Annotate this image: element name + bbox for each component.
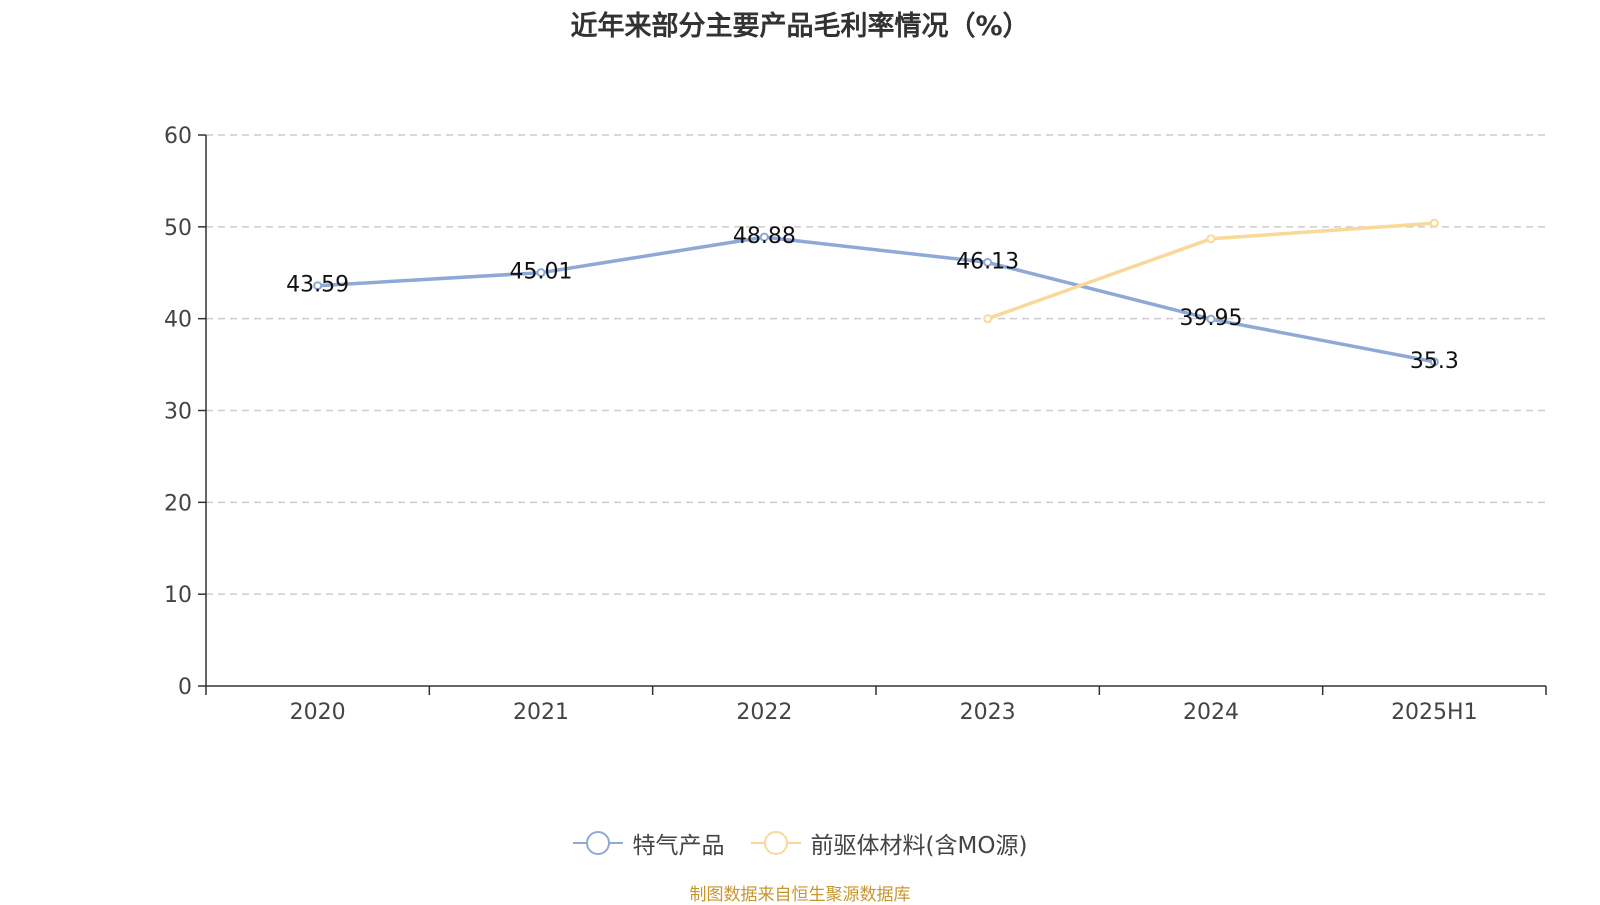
data-point xyxy=(759,232,769,242)
y-tick-label: 10 xyxy=(164,583,192,608)
data-point xyxy=(536,268,546,278)
axes: 0 10 20 30 40 50 60 2020 2021 2022 2023 2024 2025H1 xyxy=(164,124,1547,725)
data-point xyxy=(983,314,993,324)
y-tick-label: 0 xyxy=(178,675,192,700)
legend-label-tegas: 特气产品 xyxy=(632,833,725,859)
x-tick-label: 2020 xyxy=(290,700,346,725)
data-point xyxy=(1206,314,1216,324)
legend: 特气产品 前驱体材料(含MO源) xyxy=(0,826,1600,860)
y-tick-label: 50 xyxy=(164,216,192,241)
y-tick-label: 30 xyxy=(164,400,192,425)
series-lines xyxy=(313,218,1439,367)
x-tick-label: 2025H1 xyxy=(1391,700,1478,725)
y-tick-label: 20 xyxy=(164,491,192,516)
data-point xyxy=(983,257,993,267)
data-point xyxy=(1429,357,1439,367)
source-note: 制图数据来自恒生聚源数据库 xyxy=(689,885,911,905)
legend-swatch-tegas xyxy=(572,831,623,855)
data-point xyxy=(1429,218,1439,228)
data-label: 35.3 xyxy=(1410,349,1459,374)
chart-title: 近年来部分主要产品毛利率情况（%） xyxy=(570,11,1030,42)
y-tick-label: 60 xyxy=(164,124,192,149)
x-tick-label: 2021 xyxy=(513,700,569,725)
x-tick-label: 2024 xyxy=(1183,700,1239,725)
data-labels: 43.59 45.01 48.88 46.13 39.95 35.3 xyxy=(286,224,1459,374)
grid-lines xyxy=(206,134,1546,595)
legend-item-tegas[interactable]: 特气产品 xyxy=(572,826,725,860)
data-point xyxy=(1206,234,1216,244)
x-tick-label: 2023 xyxy=(960,700,1016,725)
data-label: 43.59 xyxy=(286,273,349,298)
data-label: 46.13 xyxy=(956,249,1019,274)
data-label: 48.88 xyxy=(733,224,796,249)
data-label: 45.01 xyxy=(510,260,573,285)
data-point xyxy=(313,281,323,291)
legend-swatch-precursor xyxy=(750,831,801,855)
series-line-0 xyxy=(317,235,1435,364)
y-tick-label: 40 xyxy=(164,308,192,333)
x-tick-label: 2022 xyxy=(736,700,792,725)
legend-label-precursor: 前驱体材料(含MO源) xyxy=(810,833,1028,859)
legend-item-precursor[interactable]: 前驱体材料(含MO源) xyxy=(750,826,1028,860)
data-label: 39.95 xyxy=(1180,306,1243,331)
